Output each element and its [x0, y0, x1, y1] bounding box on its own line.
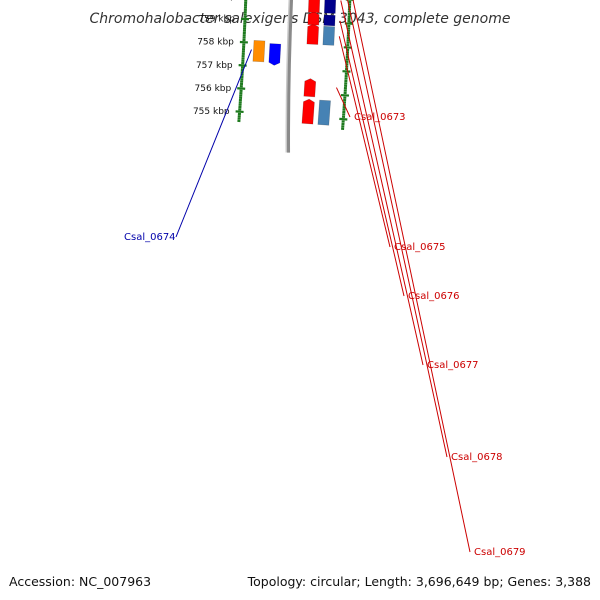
- genome-map: Chromohalobacter salexigens DSM 3043, co…: [0, 0, 600, 600]
- leader-line-csal-0674: [176, 50, 252, 237]
- gene-label-csal-0678: Csal_0678: [451, 452, 503, 463]
- map-title: Chromohalobacter salexigens DSM 3043, co…: [90, 11, 511, 27]
- feature-block: [318, 100, 331, 125]
- tick-label-760: 760 kbp: [199, 0, 236, 2]
- tick-label-756: 756 kbp: [195, 84, 232, 94]
- accession-text: Accession: NC_007963: [9, 574, 151, 589]
- gene-arrow-csal-0673: [304, 79, 316, 97]
- outer-tick-mark: [341, 95, 349, 96]
- gene-arrow-csal-0674: [269, 44, 281, 66]
- gene-arrow-csal-0675: [307, 24, 319, 45]
- leader-line-csal-0678: [342, 0, 447, 457]
- tick-label-757: 757 kbp: [196, 61, 233, 71]
- inner-tick-mark: [236, 111, 244, 112]
- tick-label-755: 755 kbp: [193, 107, 230, 117]
- leader-line-csal-0677: [341, 1, 423, 365]
- leader-line-csal-0676: [340, 21, 404, 296]
- gene-arrow-csal-0677: [308, 0, 320, 13]
- outer-tick-mark: [339, 119, 347, 120]
- gene-arrow-csal-0676: [308, 12, 319, 25]
- gene-label-csal-0677: Csal_0677: [427, 360, 479, 371]
- feature-block-csal-0675: [323, 26, 335, 45]
- gene-label-csal-0673: Csal_0673: [354, 112, 406, 123]
- gene-label-csal-0676: Csal_0676: [408, 291, 460, 302]
- gene-labels: Csal_0673 Csal_0674 Csal_0675 Csal_0676 Csal…: [124, 112, 526, 558]
- tick-label-758: 758 kbp: [197, 38, 234, 48]
- feature-block-csal-0677: [324, 0, 336, 13]
- inner-tick-mark: [237, 88, 245, 89]
- leader-line-csal-0675: [339, 36, 390, 247]
- leader-line-csal-0679: [342, 0, 470, 552]
- feature-block-csal-0676: [324, 15, 335, 26]
- feature-block-csal-0674: [253, 40, 265, 62]
- gene-label-csal-0679: Csal_0679: [474, 547, 526, 558]
- label-leader-lines: [176, 0, 470, 552]
- gene-label-csal-0675: Csal_0675: [394, 242, 446, 253]
- gene-arrow-forward: [302, 99, 315, 124]
- genome-summary-text: Topology: circular; Length: 3,696,649 bp…: [247, 574, 591, 589]
- tick-label-759: 759 kbp: [198, 15, 235, 25]
- gene-label-csal-0674: Csal_0674: [124, 232, 176, 243]
